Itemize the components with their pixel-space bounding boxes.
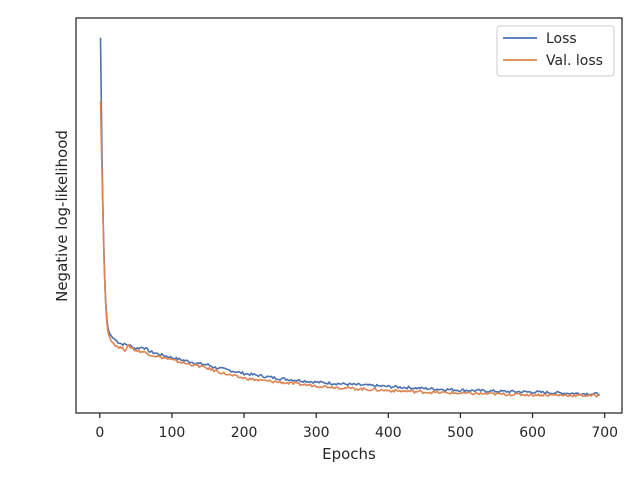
plot-background [76,18,622,413]
x-tick-label: 700 [591,425,618,441]
x-tick-label: 300 [303,425,330,441]
x-tick-label: 600 [519,425,546,441]
x-tick-label: 100 [159,425,186,441]
x-tick-label: 400 [375,425,402,441]
x-tick-label: 0 [95,425,104,441]
legend-label-loss: Loss [546,31,577,47]
x-axis-label: Epochs [322,445,376,463]
series-line-val-loss [99,100,601,398]
y-axis-label: Negative log-likelihood [53,130,71,302]
legend-label-val-loss: Val. loss [546,53,603,69]
legend: Loss Val. loss [496,25,615,77]
x-axis-ticks: 0 100 200 300 400 500 600 700 [95,413,618,441]
series-lines [99,37,601,398]
x-tick-label: 500 [447,425,474,441]
plot-frame [75,17,623,414]
series-line-loss [99,37,601,396]
x-tick-label: 200 [231,425,258,441]
